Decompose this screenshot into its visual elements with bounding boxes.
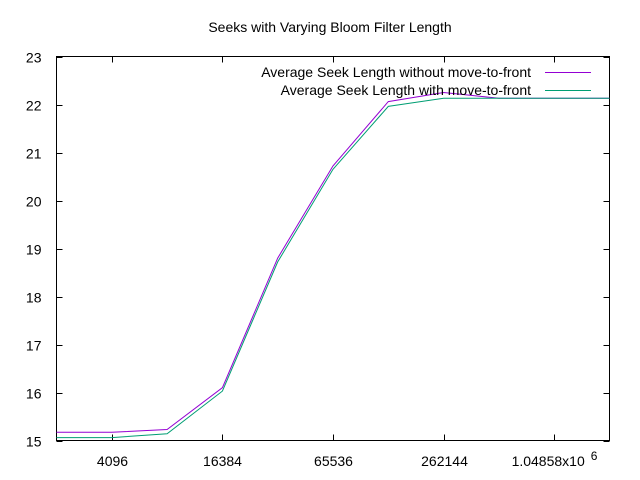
plot-frame <box>56 56 610 441</box>
x-tick-label: 262144 <box>421 453 468 469</box>
legend: Average Seek Length without move-to-fron… <box>261 64 591 98</box>
x-tick-label: 16384 <box>203 453 242 469</box>
y-tick-label: 15 <box>26 434 42 450</box>
y-tick-label: 22 <box>26 98 42 114</box>
x-tick-label-base: 262144 <box>421 453 468 469</box>
y-tick-label: 18 <box>26 290 42 306</box>
y-tick-label: 20 <box>26 194 42 210</box>
x-tick-label: 65536 <box>314 453 353 469</box>
x-tick-label-base: 4096 <box>97 453 128 469</box>
y-tick-label: 17 <box>26 338 42 354</box>
series-line-2 <box>56 97 610 439</box>
y-tick-label: 21 <box>26 146 42 162</box>
x-tick-label-exponent: 6 <box>591 449 598 463</box>
x-axis: 4096 16384 65536 262144 1.04858x10 6 <box>97 56 598 469</box>
series-line-1 <box>56 91 610 433</box>
x-tick-label-base: 16384 <box>203 453 242 469</box>
x-tick-label-base: 1.04858x10 <box>512 453 585 469</box>
legend-label-1: Average Seek Length without move-to-fron… <box>261 64 531 80</box>
series-layer <box>56 91 610 439</box>
chart-title: Seeks with Varying Bloom Filter Length <box>208 19 451 35</box>
y-tick-label: 23 <box>26 50 42 66</box>
x-tick-label: 1.04858x10 6 <box>512 449 598 469</box>
x-tick-label: 4096 <box>97 453 128 469</box>
y-tick-label: 19 <box>26 242 42 258</box>
y-axis: 15 16 17 18 19 20 21 22 23 <box>26 50 610 450</box>
y-tick-label: 16 <box>26 386 42 402</box>
x-tick-label-base: 65536 <box>314 453 353 469</box>
legend-label-2: Average Seek Length with move-to-front <box>281 82 531 98</box>
